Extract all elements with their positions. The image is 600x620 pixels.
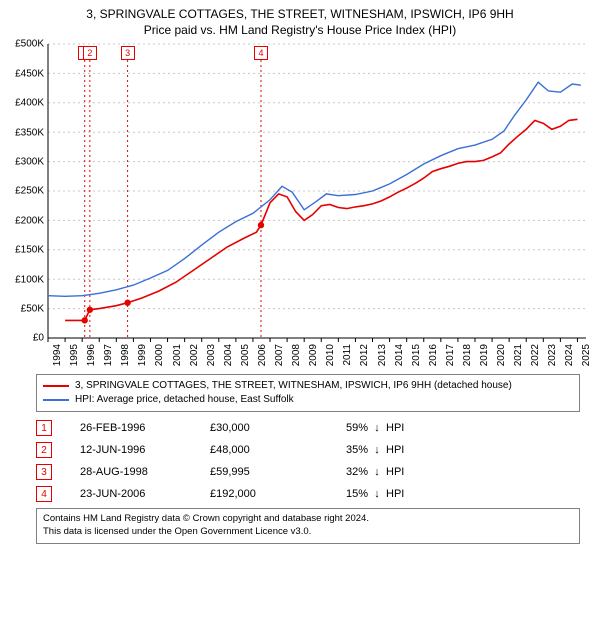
event-hpi-label: HPI (386, 444, 404, 456)
event-pct: 35% (320, 444, 368, 456)
event-index-box: 3 (36, 464, 52, 480)
attribution-footer: Contains HM Land Registry data © Crown c… (36, 508, 580, 544)
legend-label: HPI: Average price, detached house, East… (75, 393, 294, 407)
event-row: 3 28-AUG-1998£59,99532%↓HPI (36, 464, 580, 480)
y-tick-label: £100K (4, 274, 44, 285)
event-row: 4 23-JUN-2006£192,00015%↓HPI (36, 486, 580, 502)
y-tick-label: £250K (4, 186, 44, 197)
chart-area: £0 £50K £100K £150K £200K £250K £300K £350K £400… (0, 38, 600, 368)
event-date: 28-AUG-1998 (80, 466, 210, 478)
x-tick-label: 2009 (308, 344, 319, 374)
legend-swatch (43, 399, 69, 401)
event-price: £192,000 (210, 488, 320, 500)
line-chart-svg (0, 38, 600, 368)
sale-point (124, 300, 130, 306)
event-price: £30,000 (210, 422, 320, 434)
event-pct: 59% (320, 422, 368, 434)
event-index-box: 2 (36, 442, 52, 458)
event-index-box: 4 (36, 486, 52, 502)
x-tick-label: 2010 (325, 344, 336, 374)
x-tick-label: 2005 (240, 344, 251, 374)
x-tick-label: 1996 (86, 344, 97, 374)
down-arrow-icon: ↓ (368, 422, 386, 434)
x-tick-label: 2016 (428, 344, 439, 374)
event-hpi-label: HPI (386, 422, 404, 434)
x-tick-label: 1998 (120, 344, 131, 374)
legend-label: 3, SPRINGVALE COTTAGES, THE STREET, WITN… (75, 379, 512, 393)
y-tick-label: £50K (4, 303, 44, 314)
event-pct: 32% (320, 466, 368, 478)
y-tick-label: £0 (4, 333, 44, 344)
x-tick-label: 2024 (564, 344, 575, 374)
x-tick-label: 2025 (581, 344, 592, 374)
title-line2: Price paid vs. HM Land Registry's House … (0, 22, 600, 38)
x-tick-label: 1997 (103, 344, 114, 374)
footer-line2: This data is licensed under the Open Gov… (43, 526, 573, 539)
sale-point (82, 318, 88, 324)
event-pct: 15% (320, 488, 368, 500)
legend-row: HPI: Average price, detached house, East… (43, 393, 573, 407)
event-index-box: 1 (36, 420, 52, 436)
x-tick-label: 2014 (394, 344, 405, 374)
event-hpi-label: HPI (386, 488, 404, 500)
y-tick-label: £200K (4, 215, 44, 226)
y-tick-label: £350K (4, 127, 44, 138)
x-tick-label: 2002 (189, 344, 200, 374)
x-tick-label: 2023 (547, 344, 558, 374)
event-date: 26-FEB-1996 (80, 422, 210, 434)
sale-point (258, 222, 264, 228)
x-tick-label: 1994 (52, 344, 63, 374)
x-tick-label: 2017 (445, 344, 456, 374)
x-tick-label: 2001 (172, 344, 183, 374)
event-marker-box: 2 (83, 46, 97, 60)
event-price: £59,995 (210, 466, 320, 478)
x-tick-label: 2006 (257, 344, 268, 374)
x-tick-label: 2008 (291, 344, 302, 374)
legend-swatch (43, 385, 69, 387)
event-row: 1 26-FEB-1996£30,00059%↓HPI (36, 420, 580, 436)
x-tick-label: 2007 (274, 344, 285, 374)
legend-row: 3, SPRINGVALE COTTAGES, THE STREET, WITN… (43, 379, 573, 393)
x-tick-label: 2013 (377, 344, 388, 374)
x-tick-label: 2011 (342, 344, 353, 374)
event-date: 23-JUN-2006 (80, 488, 210, 500)
down-arrow-icon: ↓ (368, 444, 386, 456)
x-tick-label: 2004 (223, 344, 234, 374)
sale-point (87, 307, 93, 313)
x-tick-label: 2000 (154, 344, 165, 374)
event-marker-box: 3 (121, 46, 135, 60)
y-tick-label: £150K (4, 245, 44, 256)
x-tick-label: 2020 (496, 344, 507, 374)
legend: 3, SPRINGVALE COTTAGES, THE STREET, WITN… (36, 374, 580, 412)
footer-line1: Contains HM Land Registry data © Crown c… (43, 513, 573, 526)
series-property (65, 120, 577, 321)
y-tick-label: £400K (4, 98, 44, 109)
y-tick-label: £500K (4, 39, 44, 50)
x-tick-label: 2019 (479, 344, 490, 374)
x-tick-label: 2003 (206, 344, 217, 374)
x-tick-label: 2018 (462, 344, 473, 374)
x-tick-label: 2012 (359, 344, 370, 374)
event-row: 2 12-JUN-1996£48,00035%↓HPI (36, 442, 580, 458)
event-price: £48,000 (210, 444, 320, 456)
event-date: 12-JUN-1996 (80, 444, 210, 456)
chart-title: 3, SPRINGVALE COTTAGES, THE STREET, WITN… (0, 6, 600, 38)
event-hpi-label: HPI (386, 466, 404, 478)
down-arrow-icon: ↓ (368, 488, 386, 500)
event-marker-box: 4 (254, 46, 268, 60)
x-tick-label: 2022 (530, 344, 541, 374)
x-tick-label: 2021 (513, 344, 524, 374)
y-tick-label: £450K (4, 68, 44, 79)
x-tick-label: 1999 (137, 344, 148, 374)
title-line1: 3, SPRINGVALE COTTAGES, THE STREET, WITN… (0, 6, 600, 22)
series-hpi (48, 83, 581, 297)
down-arrow-icon: ↓ (368, 466, 386, 478)
y-tick-label: £300K (4, 156, 44, 167)
x-tick-label: 1995 (69, 344, 80, 374)
x-tick-label: 2015 (411, 344, 422, 374)
sales-events-table: 126-FEB-1996£30,00059%↓HPI212-JUN-1996£4… (36, 420, 580, 502)
